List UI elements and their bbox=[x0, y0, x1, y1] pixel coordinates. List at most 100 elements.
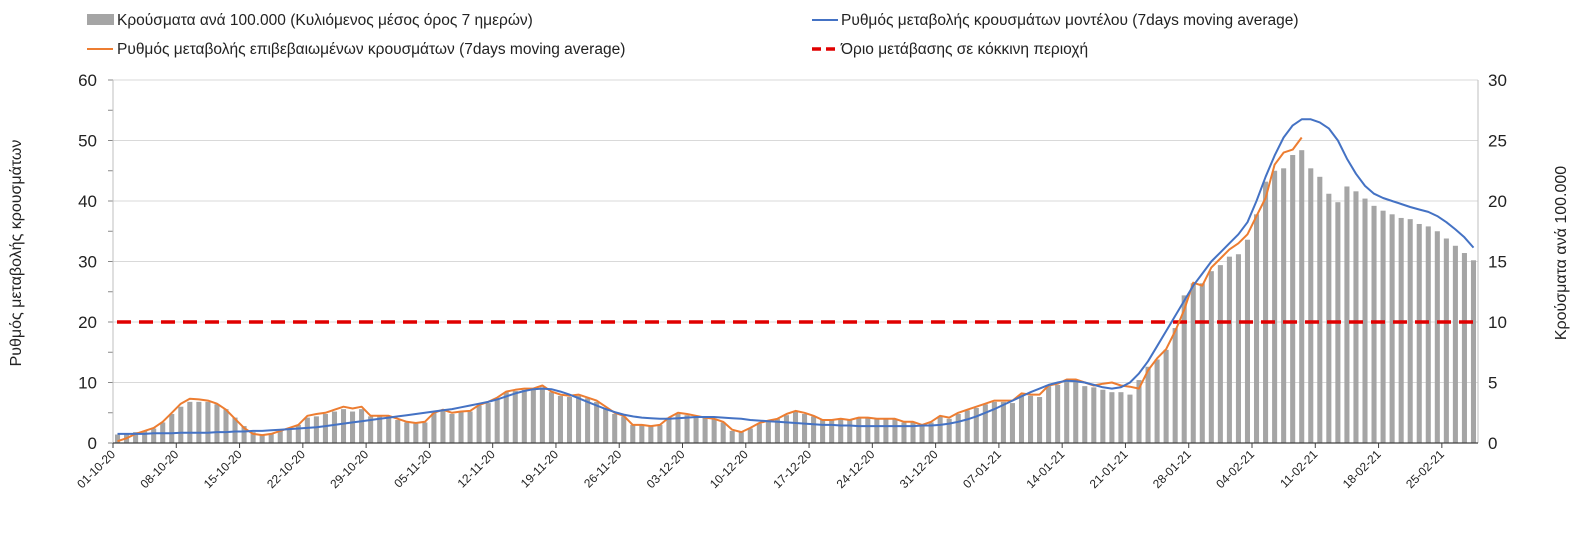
bar bbox=[838, 418, 844, 443]
y-left-tick-label: 10 bbox=[78, 374, 97, 393]
model-rate-line bbox=[117, 118, 1475, 435]
y-right-tick-label: 15 bbox=[1488, 253, 1507, 272]
x-tick-label: 21-01-21 bbox=[1087, 447, 1131, 491]
x-tick-label: 31-12-20 bbox=[897, 447, 941, 491]
bar bbox=[359, 409, 365, 443]
bar bbox=[702, 417, 708, 443]
bar bbox=[774, 418, 780, 443]
x-tick-label: 15-10-20 bbox=[201, 447, 245, 491]
bar bbox=[1190, 283, 1196, 443]
bar bbox=[1380, 210, 1386, 443]
bar bbox=[1145, 366, 1151, 443]
bar bbox=[1470, 260, 1477, 443]
bar bbox=[1443, 238, 1449, 443]
bar bbox=[1217, 265, 1223, 443]
bar bbox=[350, 411, 356, 443]
bar bbox=[1199, 283, 1205, 443]
bar bbox=[1263, 181, 1269, 443]
bar bbox=[1208, 271, 1214, 443]
bar bbox=[946, 418, 952, 443]
x-tick-label: 28-01-21 bbox=[1150, 447, 1194, 491]
bar bbox=[548, 392, 554, 443]
bar bbox=[178, 406, 184, 443]
bar bbox=[1362, 198, 1368, 443]
bar bbox=[955, 413, 961, 443]
bar bbox=[693, 416, 699, 443]
bar bbox=[1091, 387, 1097, 443]
bar bbox=[1461, 253, 1467, 443]
bar bbox=[847, 420, 853, 443]
bar bbox=[1317, 176, 1323, 444]
y-right-tick-label: 25 bbox=[1488, 132, 1507, 151]
y-right-tick-label: 20 bbox=[1488, 192, 1507, 211]
bar bbox=[792, 411, 799, 443]
bar bbox=[223, 409, 229, 443]
bar bbox=[675, 413, 681, 443]
bar bbox=[304, 417, 310, 443]
bar bbox=[1407, 219, 1413, 443]
bar bbox=[232, 417, 238, 443]
bar bbox=[1127, 394, 1133, 443]
bar bbox=[404, 422, 410, 443]
bar bbox=[458, 411, 464, 443]
x-tick-label: 04-02-21 bbox=[1213, 447, 1257, 491]
bar bbox=[982, 404, 988, 443]
bar bbox=[1000, 401, 1006, 443]
bar bbox=[711, 418, 717, 443]
legend: Κρούσματα ανά 100.000 (Κυλιόμενος μέσος … bbox=[87, 12, 1299, 58]
y-left-tick-label: 40 bbox=[78, 192, 97, 211]
bar bbox=[1299, 150, 1305, 443]
x-tick-label: 19-11-20 bbox=[518, 447, 561, 490]
y-left-tick-label: 50 bbox=[78, 132, 97, 151]
y-left-tick-label: 30 bbox=[78, 253, 97, 272]
bar bbox=[1389, 214, 1395, 443]
bar bbox=[1308, 168, 1314, 443]
bar bbox=[331, 411, 338, 443]
bar bbox=[666, 417, 672, 443]
x-tick-label: 10-12-20 bbox=[707, 447, 751, 491]
bar bbox=[431, 412, 437, 443]
x-tick-label: 12-11-20 bbox=[455, 447, 498, 490]
bar bbox=[756, 423, 762, 443]
bar bbox=[142, 430, 148, 443]
bar bbox=[1398, 217, 1404, 443]
bar bbox=[395, 420, 401, 443]
bar bbox=[503, 392, 509, 443]
bar bbox=[1073, 381, 1079, 443]
bar bbox=[856, 417, 862, 443]
bar bbox=[1181, 295, 1187, 443]
bar bbox=[1416, 223, 1422, 443]
bar bbox=[368, 416, 374, 443]
x-tick-label: 17-12-20 bbox=[770, 447, 814, 491]
bar bbox=[783, 415, 789, 443]
bar bbox=[530, 389, 536, 443]
bar bbox=[1154, 359, 1160, 443]
bar bbox=[1281, 168, 1287, 443]
bar bbox=[1244, 239, 1251, 443]
x-tick-label: 03-12-20 bbox=[644, 447, 688, 491]
y-right-tick-label: 30 bbox=[1488, 71, 1507, 90]
confirmed-rate-line bbox=[117, 136, 1303, 443]
bar bbox=[747, 428, 753, 443]
bar bbox=[1253, 214, 1260, 443]
y-axis-right-title: Κρούσματα ανά 100.000 bbox=[1553, 166, 1570, 340]
bar bbox=[811, 416, 817, 443]
bar bbox=[241, 426, 247, 443]
bar bbox=[467, 411, 473, 443]
bar bbox=[1028, 395, 1034, 443]
x-tick-label: 07-01-21 bbox=[960, 447, 1004, 491]
x-tick-label: 26-11-20 bbox=[581, 447, 624, 490]
bar bbox=[259, 434, 265, 443]
bar bbox=[928, 422, 934, 443]
bar bbox=[1037, 397, 1043, 443]
bar bbox=[765, 421, 771, 443]
bar bbox=[901, 422, 907, 443]
bar bbox=[892, 418, 898, 443]
bar bbox=[621, 416, 627, 443]
bar bbox=[557, 395, 563, 443]
bar bbox=[657, 424, 663, 443]
bar bbox=[1136, 380, 1142, 443]
x-tick-label: 29-10-20 bbox=[327, 447, 371, 491]
bar bbox=[521, 389, 527, 443]
